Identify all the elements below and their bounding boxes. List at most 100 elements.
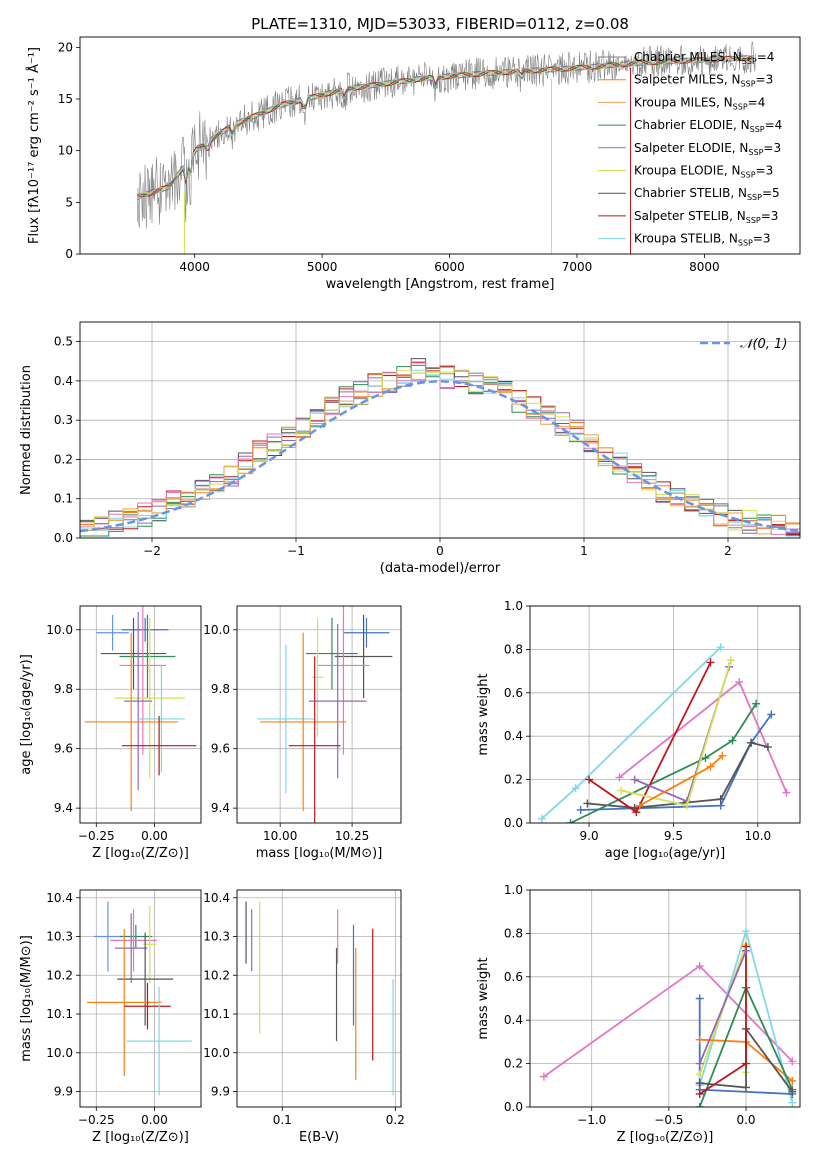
data-point xyxy=(576,805,585,814)
x-tick-label: 9.0 xyxy=(580,829,599,843)
x-tick-label: 4000 xyxy=(179,260,210,274)
chart-panel-8: −1.0 −0.5 0.0 0.0 0.2 0.4 0.6 0.8 1.0 Z [log₁₀(Z/… xyxy=(476,883,801,1145)
data-point xyxy=(742,1059,750,1068)
y-tick-label: 1.0 xyxy=(504,599,523,613)
data-point xyxy=(742,927,750,936)
data-point xyxy=(537,814,546,823)
axes-frame xyxy=(529,889,801,1108)
errorbar-point xyxy=(343,617,390,648)
data-point xyxy=(735,677,744,686)
mass-weight-series xyxy=(566,699,761,823)
data-point xyxy=(726,656,735,665)
chart-panel-5: 9.0 9.5 10.0 0.0 0.2 0.4 0.6 0.8 1.0 age [log₁₀(a… xyxy=(476,599,801,861)
chart-panel-1: 4000 5000 6000 7000 8000 0 5 10 15 20 wavelength [… xyxy=(26,36,801,292)
x-axis-label: Z [log₁₀(Z/Z⊙)] xyxy=(92,1130,189,1145)
y-tick-label: 0.0 xyxy=(504,1100,523,1114)
x-tick-label: 0.00 xyxy=(141,829,168,843)
x-tick-label: 0 xyxy=(436,544,444,558)
series-line xyxy=(580,713,773,811)
data-point xyxy=(695,961,704,970)
x-axis-label: Z [log₁₀(Z/Z⊙)] xyxy=(92,846,189,861)
y-tick-label: 0.8 xyxy=(504,926,523,940)
x-axis-label: (data-model)/error xyxy=(380,561,501,576)
x-axis-label: wavelength [Angstrom, rest frame] xyxy=(326,277,555,292)
plot-area xyxy=(80,358,800,537)
data-point xyxy=(632,808,641,817)
data-point xyxy=(617,786,626,795)
data-point xyxy=(630,775,639,784)
plot-area xyxy=(137,41,756,254)
y-tick-label: 5 xyxy=(65,195,73,209)
data-point xyxy=(615,773,624,782)
errorbar-point xyxy=(110,909,157,972)
y-tick-label: 10.0 xyxy=(203,1046,230,1060)
plot-area xyxy=(537,643,791,823)
y-tick-label: 0.2 xyxy=(504,1057,523,1071)
errorbar-point xyxy=(126,986,192,1096)
axes-frame xyxy=(79,889,202,1108)
legend-entry: Salpeter ELODIE, NSSP=3 xyxy=(634,141,781,157)
x-tick-label: 0.2 xyxy=(386,1113,405,1127)
data-point xyxy=(782,788,791,797)
y-axis-label: Flux [fλ10⁻¹⁷ erg cm⁻² s⁻¹ Å⁻¹] xyxy=(26,47,42,244)
mass-weight-series xyxy=(585,658,715,817)
errorbar-point xyxy=(117,932,174,1026)
axes-frame xyxy=(79,36,801,255)
y-tick-label: 10 xyxy=(58,144,73,158)
mass-weight-series xyxy=(617,656,735,810)
x-tick-label: 2 xyxy=(724,544,732,558)
y-tick-label: 0.4 xyxy=(504,729,523,743)
series-line xyxy=(634,666,730,803)
legend: 𝒩(0, 1) xyxy=(700,337,787,352)
x-tick-label: 10.0 xyxy=(744,829,771,843)
errorbar-point xyxy=(317,606,370,755)
residual-histogram xyxy=(80,369,800,537)
legend-entry: Salpeter STELIB, NSSP=3 xyxy=(634,209,778,225)
y-tick-label: 10.3 xyxy=(46,930,73,944)
plot-area xyxy=(257,606,393,823)
data-point xyxy=(695,1070,704,1079)
data-point xyxy=(695,1103,704,1107)
y-tick-label: 9.8 xyxy=(54,682,73,696)
y-tick-label: 0.1 xyxy=(54,492,73,506)
errorbar-point xyxy=(100,617,167,690)
data-point xyxy=(706,658,715,667)
errorbar-point xyxy=(121,715,197,776)
plot-area xyxy=(245,901,394,1096)
errorbar-point xyxy=(119,924,153,949)
axes-frame xyxy=(529,605,801,824)
x-tick-label: 8000 xyxy=(689,260,720,274)
errorbar-point xyxy=(119,614,176,699)
legend-entry: Kroupa MILES, NSSP=4 xyxy=(634,95,765,111)
x-tick-label: 7000 xyxy=(562,260,593,274)
y-tick-label: 10.1 xyxy=(203,1007,230,1021)
model-spectrum xyxy=(137,54,755,198)
x-tick-label: −0.5 xyxy=(654,1113,683,1127)
legend: Chabrier MILES, NSSP=4 Salpeter MILES, NS… xyxy=(598,50,782,248)
data-point xyxy=(695,1035,704,1044)
legend-entry: Chabrier STELIB, NSSP=5 xyxy=(634,186,780,202)
x-axis-label: Z [log₁₀(Z/Z⊙)] xyxy=(617,1130,714,1145)
y-tick-label: 0.2 xyxy=(504,773,523,787)
mass-weight-series xyxy=(583,738,772,812)
data-point xyxy=(716,795,725,804)
y-axis-label: mass [log₁₀(M/M⊙)] xyxy=(19,935,34,1062)
x-tick-label: 10.00 xyxy=(263,829,297,843)
errorbar-point xyxy=(334,614,393,699)
y-tick-label: 0.0 xyxy=(504,816,523,830)
legend-entry: Chabrier ELODIE, NSSP=4 xyxy=(634,118,782,134)
plot-area xyxy=(84,606,197,812)
chart-panel-2: −2 −1 0 1 2 0.0 0.1 0.2 0.3 0.4 0.5 (data-model)/er… xyxy=(19,321,801,576)
errorbar-point xyxy=(84,632,178,812)
axes-frame xyxy=(236,605,402,824)
axes-frame xyxy=(236,889,402,1108)
data-point xyxy=(788,1057,797,1066)
y-tick-label: 10.2 xyxy=(203,968,230,982)
data-point xyxy=(752,699,761,708)
y-tick-label: 0.4 xyxy=(504,1013,523,1027)
mass-weight-series xyxy=(695,946,750,1068)
x-tick-label: 1 xyxy=(580,544,588,558)
legend-entry: Kroupa STELIB, NSSP=3 xyxy=(634,232,771,248)
data-point xyxy=(706,762,715,771)
y-axis-label: mass weight xyxy=(476,957,491,1039)
